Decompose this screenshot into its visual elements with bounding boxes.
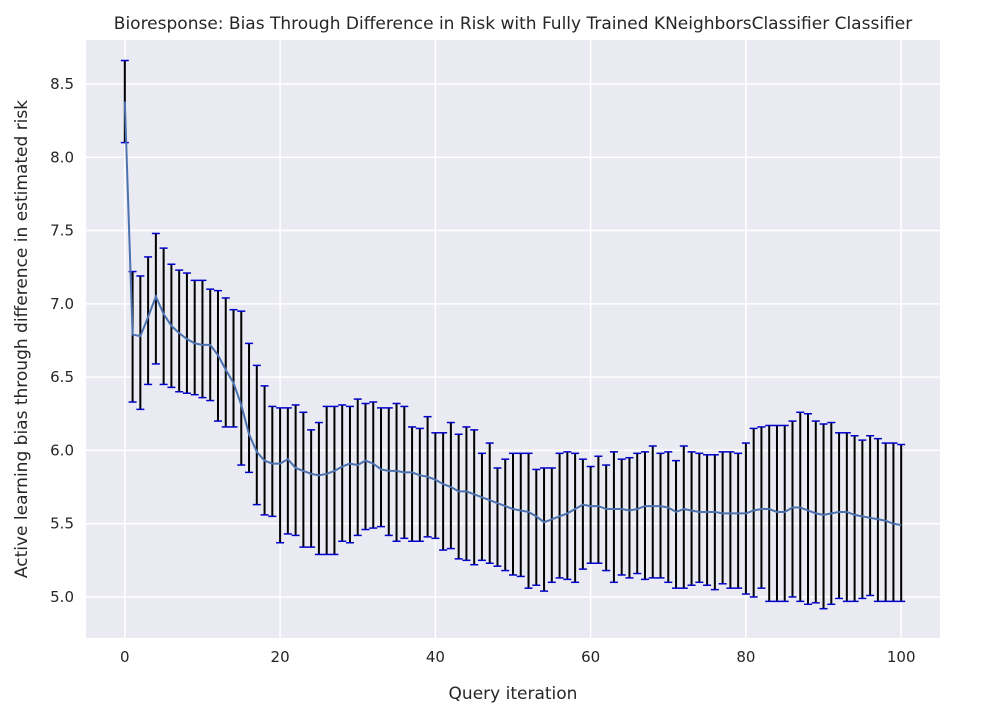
mean-line <box>123 101 902 527</box>
y-axis-label: Active learning bias through difference … <box>12 100 32 578</box>
gridlines <box>86 40 940 638</box>
x-tick-label: 0 <box>120 648 130 666</box>
y-tick-label: 8.0 <box>50 148 74 166</box>
y-tick-label: 6.0 <box>50 441 74 459</box>
x-axis-label: Query iteration <box>449 684 578 704</box>
y-tick-label: 8.5 <box>50 75 74 93</box>
x-tick-labels: 0 20 40 60 80 100 <box>120 648 915 666</box>
y-tick-labels: 5.0 5.5 6.0 6.5 7.0 7.5 8.0 8.5 <box>50 75 74 606</box>
y-tick-label: 7.5 <box>50 222 74 240</box>
x-tick-label: 20 <box>271 648 290 666</box>
y-tick-label: 7.0 <box>50 295 74 313</box>
y-tick-label: 6.5 <box>50 368 74 386</box>
x-tick-label: 80 <box>736 648 755 666</box>
y-tick-label: 5.0 <box>50 588 74 606</box>
y-tick-label: 5.5 <box>50 515 74 533</box>
x-tick-label: 60 <box>581 648 600 666</box>
x-tick-label: 100 <box>887 648 916 666</box>
x-tick-label: 40 <box>426 648 445 666</box>
chart-title: Bioresponse: Bias Through Difference in … <box>114 14 912 34</box>
